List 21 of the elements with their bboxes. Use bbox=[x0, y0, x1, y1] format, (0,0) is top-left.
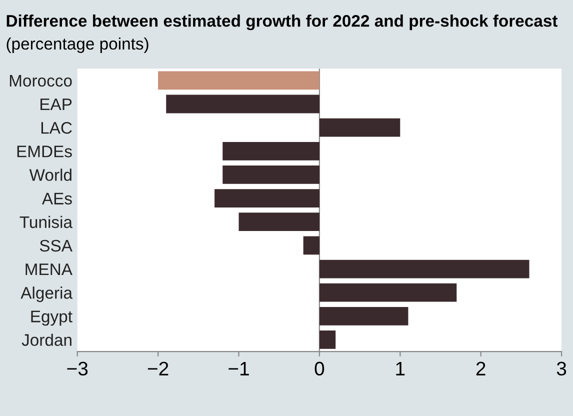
chart-title: Difference between estimated growth for 2022 and pre-shock forecast bbox=[6, 14, 558, 30]
y-tick-label: Tunisia bbox=[20, 216, 72, 228]
y-tick-label: Egypt bbox=[31, 310, 72, 326]
x-tick-label: 1 bbox=[396, 362, 405, 376]
x-tick-label: −1 bbox=[228, 362, 249, 376]
x-tick-label: 2 bbox=[476, 362, 486, 376]
x-tick-label: 0 bbox=[314, 362, 324, 376]
x-tick-label: 3 bbox=[556, 362, 566, 376]
chart-subtitle: (percentage points) bbox=[6, 37, 148, 53]
y-tick-label: World bbox=[29, 168, 72, 181]
y-tick-label: EAP bbox=[40, 98, 72, 110]
y-tick-label: SSA bbox=[40, 240, 72, 252]
x-tick-label: −2 bbox=[148, 362, 168, 376]
y-tick-label: EMDEs bbox=[17, 146, 72, 158]
y-tick-label: LAC bbox=[41, 122, 72, 134]
y-tick-label: Algeria bbox=[20, 286, 72, 302]
x-tick-label: −3 bbox=[67, 362, 88, 376]
y-tick-label: MENA bbox=[26, 264, 72, 276]
y-tick-label: Morocco bbox=[10, 75, 72, 87]
y-tick-label: AEs bbox=[42, 192, 72, 204]
y-tick-label: Jordan bbox=[22, 334, 72, 346]
